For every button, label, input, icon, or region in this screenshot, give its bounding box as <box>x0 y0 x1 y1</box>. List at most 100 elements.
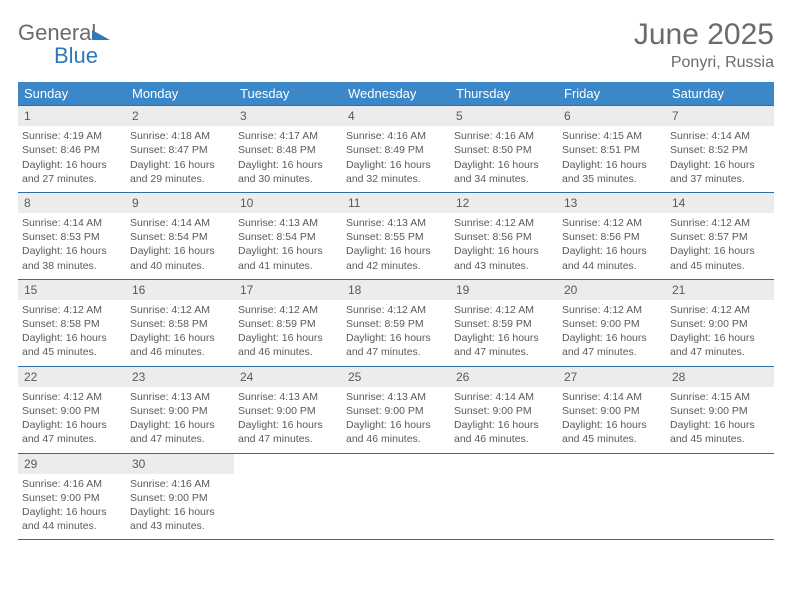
day-number: 28 <box>666 367 774 387</box>
sunrise-text: Sunrise: 4:12 AM <box>22 390 122 404</box>
day-cell: 4Sunrise: 4:16 AMSunset: 8:49 PMDaylight… <box>342 106 450 192</box>
day-cell: 30Sunrise: 4:16 AMSunset: 9:00 PMDayligh… <box>126 454 234 540</box>
week-row: 1Sunrise: 4:19 AMSunset: 8:46 PMDaylight… <box>18 105 774 192</box>
sunrise-text: Sunrise: 4:19 AM <box>22 129 122 143</box>
day-number: 10 <box>234 193 342 213</box>
daylight-text: Daylight: 16 hours and 47 minutes. <box>130 418 230 446</box>
day-cell: 7Sunrise: 4:14 AMSunset: 8:52 PMDaylight… <box>666 106 774 192</box>
daylight-text: Daylight: 16 hours and 27 minutes. <box>22 158 122 186</box>
day-number: 20 <box>558 280 666 300</box>
page-header: General Blue June 2025 Ponyri, Russia <box>18 18 774 72</box>
sunset-text: Sunset: 8:51 PM <box>562 143 662 157</box>
day-header-cell: Monday <box>126 82 234 105</box>
daylight-text: Daylight: 16 hours and 30 minutes. <box>238 158 338 186</box>
day-cell: 3 Sunrise: 4:17 AMSunset: 8:48 PMDaylight… <box>234 106 342 192</box>
week-row: 15Sunrise: 4:12 AMSunset: 8:58 PMDayligh… <box>18 279 774 366</box>
location-text: Ponyri, Russia <box>634 54 774 72</box>
day-number <box>234 454 342 474</box>
sunset-text: Sunset: 9:00 PM <box>346 404 446 418</box>
day-cell: 25Sunrise: 4:13 AMSunset: 9:00 PMDayligh… <box>342 367 450 453</box>
daylight-text: Daylight: 16 hours and 45 minutes. <box>562 418 662 446</box>
day-cell: 21Sunrise: 4:12 AMSunset: 9:00 PMDayligh… <box>666 280 774 366</box>
day-number: 3 <box>234 106 342 126</box>
daylight-text: Daylight: 16 hours and 47 minutes. <box>22 418 122 446</box>
day-number: 17 <box>234 280 342 300</box>
day-number: 30 <box>126 454 234 474</box>
day-cell: 10Sunrise: 4:13 AMSunset: 8:54 PMDayligh… <box>234 193 342 279</box>
day-number: 6 <box>558 106 666 126</box>
sunrise-text: Sunrise: 4:14 AM <box>130 216 230 230</box>
day-number <box>342 454 450 474</box>
sunset-text: Sunset: 8:47 PM <box>130 143 230 157</box>
sunset-text: Sunset: 9:00 PM <box>22 404 122 418</box>
sunset-text: Sunset: 8:48 PM <box>238 143 338 157</box>
logo-triangle-icon <box>92 30 110 40</box>
day-number: 4 <box>342 106 450 126</box>
sunrise-text: Sunrise: 4:12 AM <box>670 216 770 230</box>
daylight-text: Daylight: 16 hours and 35 minutes. <box>562 158 662 186</box>
title-block: June 2025 Ponyri, Russia <box>634 18 774 72</box>
day-number: 2 <box>126 106 234 126</box>
day-cell: 14Sunrise: 4:12 AMSunset: 8:57 PMDayligh… <box>666 193 774 279</box>
day-cell: 19Sunrise: 4:12 AMSunset: 8:59 PMDayligh… <box>450 280 558 366</box>
day-cell <box>342 454 450 540</box>
sunrise-text: Sunrise: 4:12 AM <box>562 303 662 317</box>
calendar: SundayMondayTuesdayWednesdayThursdayFrid… <box>18 82 774 540</box>
day-cell: 9Sunrise: 4:14 AMSunset: 8:54 PMDaylight… <box>126 193 234 279</box>
sunrise-text: Sunrise: 4:16 AM <box>346 129 446 143</box>
sunrise-text: Sunrise: 4:15 AM <box>670 390 770 404</box>
day-cell: 26Sunrise: 4:14 AMSunset: 9:00 PMDayligh… <box>450 367 558 453</box>
day-number: 5 <box>450 106 558 126</box>
sunrise-text: Sunrise: 4:12 AM <box>22 303 122 317</box>
sunset-text: Sunset: 8:52 PM <box>670 143 770 157</box>
day-number: 24 <box>234 367 342 387</box>
day-header-cell: Friday <box>558 82 666 105</box>
daylight-text: Daylight: 16 hours and 46 minutes. <box>130 331 230 359</box>
daylight-text: Daylight: 16 hours and 46 minutes. <box>238 331 338 359</box>
sunrise-text: Sunrise: 4:14 AM <box>454 390 554 404</box>
day-cell <box>234 454 342 540</box>
sunrise-text: Sunrise: 4:16 AM <box>130 477 230 491</box>
sunrise-text: Sunrise: 4:14 AM <box>22 216 122 230</box>
sunrise-text: Sunrise: 4:15 AM <box>562 129 662 143</box>
sunrise-text: Sunrise: 4:12 AM <box>670 303 770 317</box>
sunrise-text: Sunrise: 4:12 AM <box>562 216 662 230</box>
sunset-text: Sunset: 9:00 PM <box>238 404 338 418</box>
daylight-text: Daylight: 16 hours and 34 minutes. <box>454 158 554 186</box>
day-cell <box>450 454 558 540</box>
sunrise-text: Sunrise: 4:17 AM <box>238 129 338 143</box>
day-number: 14 <box>666 193 774 213</box>
day-cell: 11Sunrise: 4:13 AMSunset: 8:55 PMDayligh… <box>342 193 450 279</box>
day-cell: 15Sunrise: 4:12 AMSunset: 8:58 PMDayligh… <box>18 280 126 366</box>
sunrise-text: Sunrise: 4:16 AM <box>22 477 122 491</box>
sunset-text: Sunset: 8:57 PM <box>670 230 770 244</box>
day-cell: 29Sunrise: 4:16 AMSunset: 9:00 PMDayligh… <box>18 454 126 540</box>
daylight-text: Daylight: 16 hours and 43 minutes. <box>454 244 554 272</box>
sunset-text: Sunset: 9:00 PM <box>562 404 662 418</box>
day-cell: 8Sunrise: 4:14 AMSunset: 8:53 PMDaylight… <box>18 193 126 279</box>
sunrise-text: Sunrise: 4:12 AM <box>130 303 230 317</box>
daylight-text: Daylight: 16 hours and 45 minutes. <box>670 418 770 446</box>
day-number: 21 <box>666 280 774 300</box>
sunset-text: Sunset: 8:56 PM <box>562 230 662 244</box>
day-header-cell: Wednesday <box>342 82 450 105</box>
daylight-text: Daylight: 16 hours and 41 minutes. <box>238 244 338 272</box>
day-number: 22 <box>18 367 126 387</box>
sunrise-text: Sunrise: 4:13 AM <box>346 216 446 230</box>
day-number: 7 <box>666 106 774 126</box>
sunrise-text: Sunrise: 4:18 AM <box>130 129 230 143</box>
day-number: 18 <box>342 280 450 300</box>
sunset-text: Sunset: 9:00 PM <box>22 491 122 505</box>
sunset-text: Sunset: 8:46 PM <box>22 143 122 157</box>
sunrise-text: Sunrise: 4:14 AM <box>562 390 662 404</box>
day-cell <box>558 454 666 540</box>
daylight-text: Daylight: 16 hours and 44 minutes. <box>22 505 122 533</box>
sunset-text: Sunset: 9:00 PM <box>130 404 230 418</box>
sunrise-text: Sunrise: 4:14 AM <box>670 129 770 143</box>
day-number <box>558 454 666 474</box>
sunrise-text: Sunrise: 4:12 AM <box>454 303 554 317</box>
day-cell: 13Sunrise: 4:12 AMSunset: 8:56 PMDayligh… <box>558 193 666 279</box>
month-title: June 2025 <box>634 18 774 52</box>
day-number: 26 <box>450 367 558 387</box>
day-cell <box>666 454 774 540</box>
